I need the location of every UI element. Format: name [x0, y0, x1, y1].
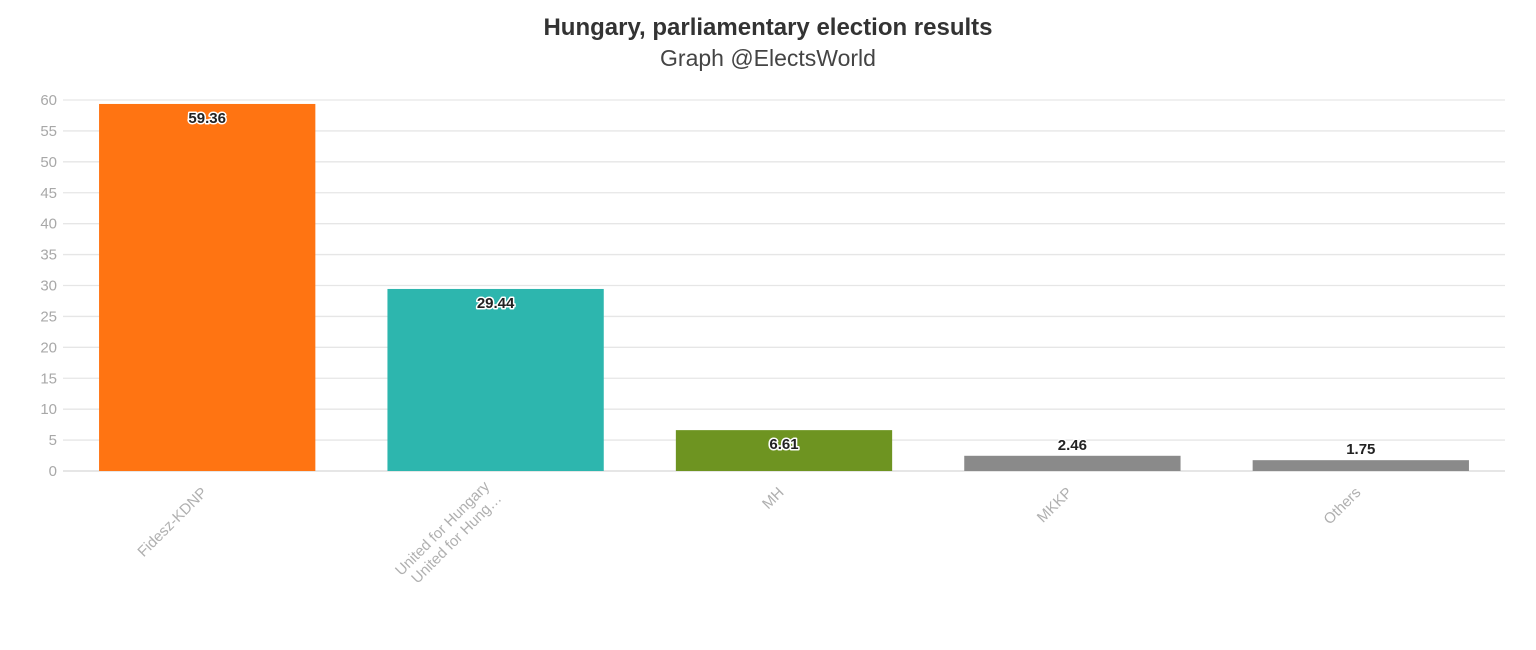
data-labels: 59.36 29.44 6.61 2.46 1.75 [187, 108, 1377, 459]
bar [99, 103, 316, 471]
x-category-label: MH [759, 484, 788, 513]
chart-title: Hungary, parliamentary election results [543, 14, 993, 41]
y-tick-label: 30 [40, 278, 57, 295]
data-label: 6.61 [769, 436, 798, 453]
y-tick-label: 60 [40, 92, 57, 109]
y-tick-label: 35 [40, 247, 57, 264]
y-axis-tick-labels: 0 5 10 15 20 25 30 35 40 45 50 55 60 [40, 92, 57, 480]
x-category-label: MKKP [1034, 484, 1076, 526]
y-tick-label: 5 [49, 432, 57, 449]
x-category-label-line: Others [1320, 484, 1364, 528]
y-tick-label: 55 [40, 123, 57, 140]
bar [1252, 460, 1469, 471]
bar [675, 430, 893, 471]
chart-subtitle: Graph @ElectsWorld [660, 45, 876, 71]
data-label: 1.75 [1346, 441, 1375, 458]
x-category-label-line: MKKP [1034, 484, 1076, 526]
bar [964, 455, 1181, 471]
x-category-label-line: Fidesz-KDNP [134, 484, 210, 560]
bars [99, 103, 1469, 471]
y-tick-label: 15 [40, 370, 57, 387]
bar [387, 288, 604, 471]
y-tick-label: 20 [40, 339, 57, 356]
data-label: 29.44 [477, 295, 515, 312]
y-tick-label: 25 [40, 308, 57, 325]
y-tick-label: 50 [40, 154, 57, 171]
y-tick-label: 10 [40, 401, 57, 418]
y-tick-label: 40 [40, 216, 57, 233]
y-tick-label: 45 [40, 185, 57, 202]
x-category-label: Others [1320, 484, 1364, 528]
x-category-label: Fidesz-KDNP [134, 484, 210, 560]
data-label: 59.36 [188, 110, 226, 127]
x-category-label-line: MH [759, 484, 788, 513]
data-label: 2.46 [1058, 437, 1087, 454]
y-tick-label: 0 [49, 463, 57, 480]
